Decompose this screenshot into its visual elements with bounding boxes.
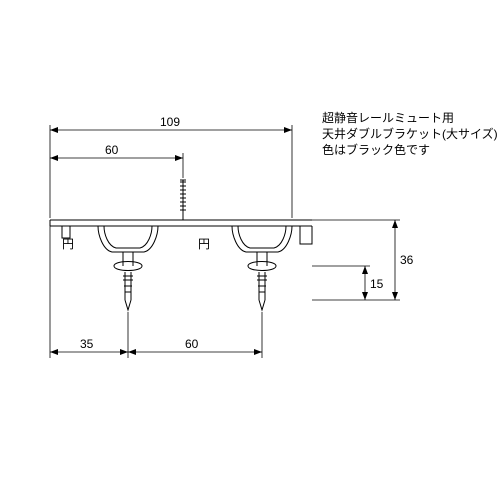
- center-screw: [180, 180, 186, 220]
- dim-value-overall: 109: [160, 115, 180, 129]
- dimension-right-large: 36: [312, 220, 414, 300]
- title-line-1: 超静音レールミュート用: [322, 110, 454, 125]
- mount-cup-1: [98, 226, 158, 310]
- dim-value-top-small: 60: [105, 143, 119, 157]
- dim-value-right-large: 36: [400, 253, 414, 267]
- dim-value-bottom-left: 35: [80, 337, 94, 351]
- dimension-right-small: 15: [312, 266, 400, 300]
- title-line-2: 天井ダブルブラケット(大サイズ): [322, 126, 498, 141]
- title-line-3: 色はブラック色です: [322, 142, 430, 157]
- bracket-profile: 円 円: [50, 180, 312, 310]
- label-left: 円: [62, 237, 74, 251]
- dim-value-right-small: 15: [370, 277, 384, 291]
- label-right: 円: [198, 237, 210, 251]
- mount-cup-2: [232, 226, 292, 310]
- dimension-top-overall: 109: [50, 115, 292, 218]
- dimension-top-small: 60: [50, 143, 183, 178]
- dimension-bottom-right: 60: [128, 312, 262, 358]
- technical-drawing: 超静音レールミュート用 天井ダブルブラケット(大サイズ) 色はブラック色です 1…: [0, 0, 500, 500]
- dim-value-bottom-right: 60: [185, 337, 199, 351]
